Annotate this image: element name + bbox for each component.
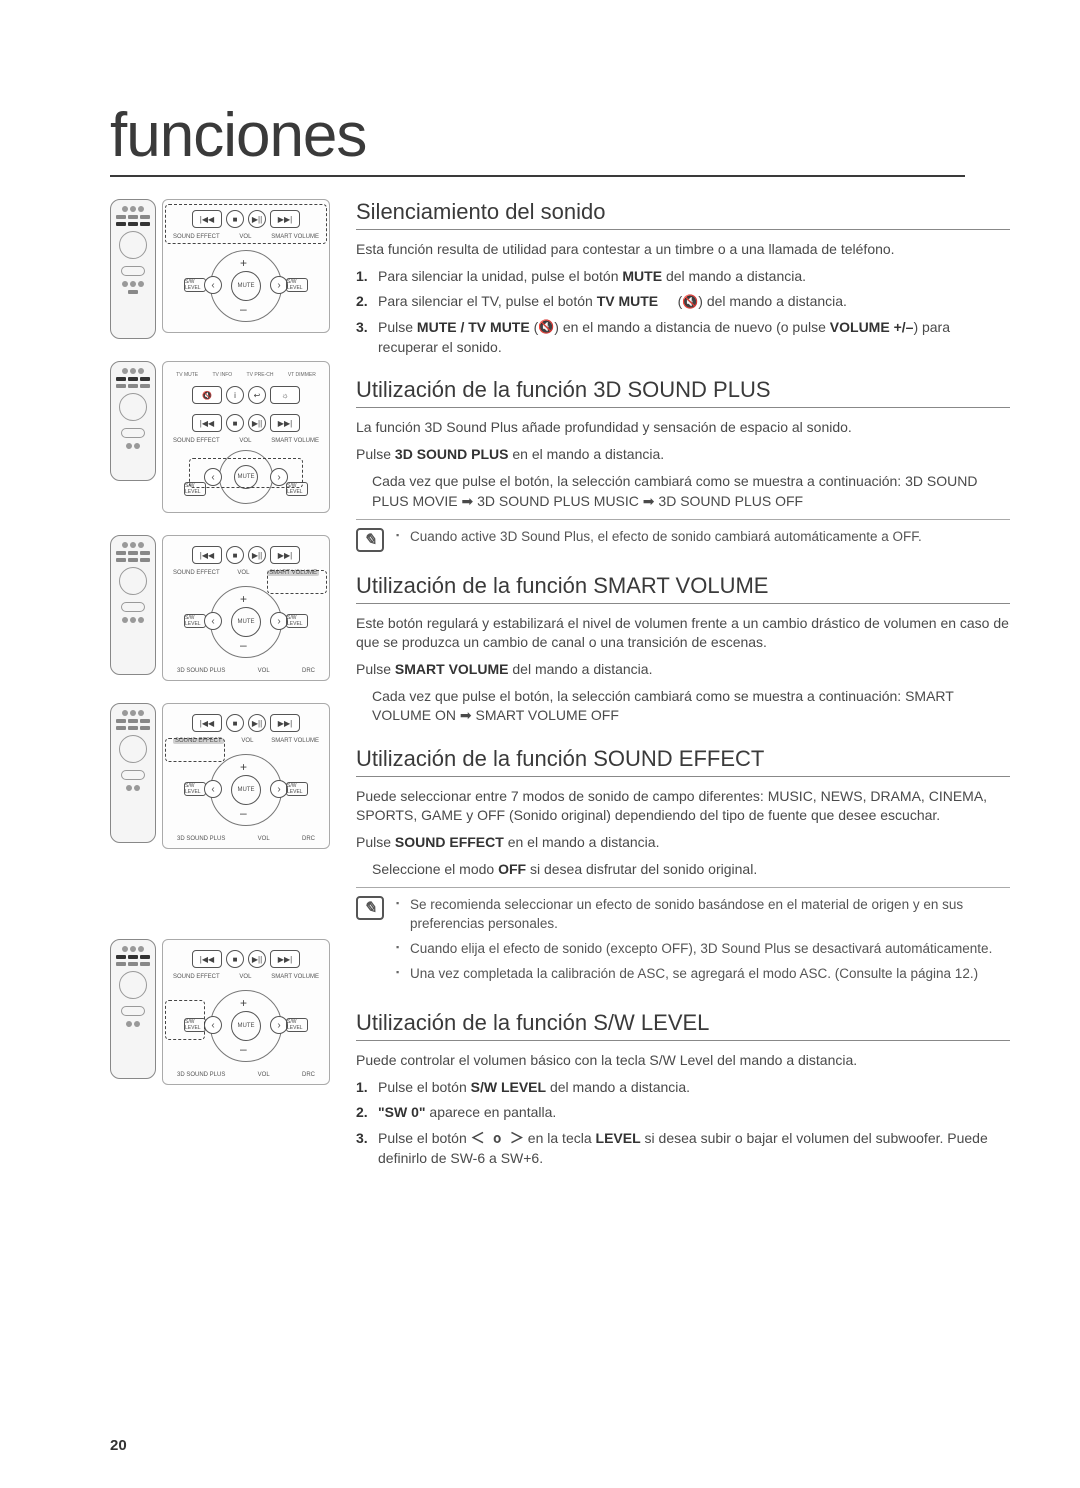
note-item: Cuando elija el efecto de sonido (except… <box>396 940 1010 959</box>
left-column: |◀◀■▶||▶▶| SOUND EFFECTVOLSMART VOLUME +… <box>110 199 330 1189</box>
remote-zoom-icon: |◀◀■▶||▶▶| SOUND EFFECTVOLSMART VOLUME +… <box>162 535 330 681</box>
remote-zoom-icon: |◀◀■▶||▶▶| SOUND EFFECTVOLSMART VOLUME +… <box>162 199 330 333</box>
remote-group-5: |◀◀■▶||▶▶| SOUND EFFECTVOLSMART VOLUME +… <box>110 939 330 1085</box>
section-intro: La función 3D Sound Plus añade profundid… <box>356 418 1010 437</box>
instruction: Pulse SOUND EFFECT en el mando a distanc… <box>356 833 1010 852</box>
section-swlevel: Utilización de la función S/W LEVEL Pued… <box>356 1010 1010 1169</box>
mini-remote-icon <box>110 199 156 339</box>
remote-zoom-icon: |◀◀■▶||▶▶| SOUND EFFECTVOLSMART VOLUME +… <box>162 703 330 849</box>
page-number: 20 <box>110 1437 127 1454</box>
section-soundeffect: Utilización de la función SOUND EFFECT P… <box>356 746 1010 990</box>
page-title: funciones <box>110 100 965 177</box>
section-title: Utilización de la función SMART VOLUME <box>356 573 1010 604</box>
instruction: Pulse SMART VOLUME del mando a distancia… <box>356 660 1010 679</box>
note-item: Cuando active 3D Sound Plus, el efecto d… <box>396 528 922 547</box>
section-3dsound: Utilización de la función 3D SOUND PLUS … <box>356 377 1010 553</box>
mini-remote-icon <box>110 535 156 675</box>
remote-group-4: |◀◀■▶||▶▶| SOUND EFFECTVOLSMART VOLUME +… <box>110 703 330 849</box>
chevron-icon: ＜ o ＞ <box>471 1131 524 1147</box>
note-block: ✎ Se recomienda seleccionar un efecto de… <box>356 887 1010 990</box>
mute-icon <box>682 297 698 309</box>
note-item: Una vez completada la calibración de ASC… <box>396 965 1010 984</box>
section-title: Silenciamiento del sonido <box>356 199 1010 230</box>
section-title: Utilización de la función S/W LEVEL <box>356 1010 1010 1041</box>
section-intro: Este botón regulará y estabilizará el ni… <box>356 614 1010 652</box>
section-intro: Esta función resulta de utilidad para co… <box>356 240 1010 259</box>
step-3: 3.Pulse MUTE / TV MUTE () en el mando a … <box>356 318 1010 357</box>
step-1: 1.Para silenciar la unidad, pulse el bot… <box>356 267 1010 287</box>
section-intro: Puede controlar el volumen básico con la… <box>356 1051 1010 1070</box>
remote-zoom-icon: TV MUTETV INFOTV PRE-CHVT DIMMER 🔇i↩☼ |◀… <box>162 361 330 513</box>
note-block: ✎ Cuando active 3D Sound Plus, el efecto… <box>356 519 1010 553</box>
mini-remote-icon <box>110 939 156 1079</box>
step-2: 2."SW 0" aparece en pantalla. <box>356 1103 1010 1123</box>
mute-icon <box>538 322 554 334</box>
remote-group-2: TV MUTETV INFOTV PRE-CHVT DIMMER 🔇i↩☼ |◀… <box>110 361 330 513</box>
section-mute: Silenciamiento del sonido Esta función r… <box>356 199 1010 357</box>
section-intro: Puede seleccionar entre 7 modos de sonid… <box>356 787 1010 825</box>
sequence: Cada vez que pulse el botón, la selecció… <box>356 687 1010 726</box>
sub-instruction: Seleccione el modo OFF si desea disfruta… <box>356 860 1010 880</box>
note-icon: ✎ <box>356 896 384 920</box>
remote-group-3: |◀◀■▶||▶▶| SOUND EFFECTVOLSMART VOLUME +… <box>110 535 330 681</box>
step-1: 1.Pulse el botón S/W LEVEL del mando a d… <box>356 1078 1010 1098</box>
right-column: Silenciamiento del sonido Esta función r… <box>356 199 1010 1189</box>
note-item: Se recomienda seleccionar un efecto de s… <box>396 896 1010 934</box>
content-row: |◀◀■▶||▶▶| SOUND EFFECTVOLSMART VOLUME +… <box>110 199 1010 1189</box>
sequence: Cada vez que pulse el botón, la selecció… <box>356 472 1010 511</box>
remote-zoom-icon: |◀◀■▶||▶▶| SOUND EFFECTVOLSMART VOLUME +… <box>162 939 330 1085</box>
instruction: Pulse 3D SOUND PLUS en el mando a distan… <box>356 445 1010 464</box>
step-3: 3.Pulse el botón ＜ o ＞ en la tecla LEVEL… <box>356 1129 1010 1169</box>
remote-group-1: |◀◀■▶||▶▶| SOUND EFFECTVOLSMART VOLUME +… <box>110 199 330 339</box>
section-smartvolume: Utilización de la función SMART VOLUME E… <box>356 573 1010 726</box>
section-title: Utilización de la función SOUND EFFECT <box>356 746 1010 777</box>
mini-remote-icon <box>110 703 156 843</box>
section-title: Utilización de la función 3D SOUND PLUS <box>356 377 1010 408</box>
mini-remote-icon <box>110 361 156 481</box>
note-icon: ✎ <box>356 528 384 552</box>
step-2: 2.Para silenciar el TV, pulse el botón T… <box>356 292 1010 312</box>
